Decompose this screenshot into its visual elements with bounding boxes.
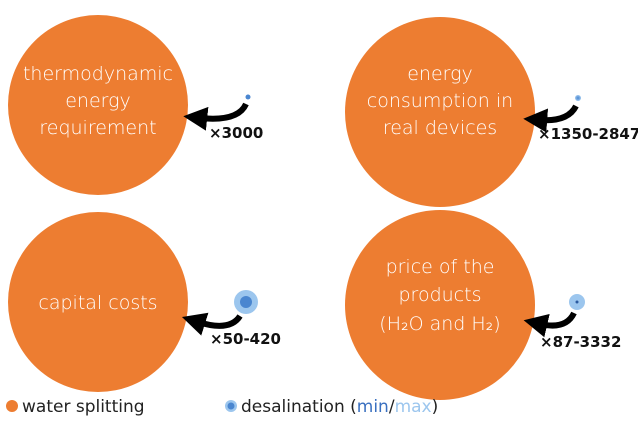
ratio: ×3000: [209, 124, 263, 142]
water-circle: [345, 210, 535, 400]
desal-circle-min: [575, 300, 579, 304]
legend-label: water splitting: [22, 397, 145, 417]
legend-text: desalination (: [241, 397, 357, 417]
water-circle: [8, 15, 188, 195]
arrow: [523, 104, 579, 133]
label: consumption in: [367, 90, 513, 112]
legend-swatch: [227, 402, 235, 410]
label: requirement: [39, 117, 156, 139]
water-circle: [8, 212, 188, 392]
label: products: [399, 284, 482, 306]
label: energy: [65, 90, 131, 112]
legend-label: desalination (min/max): [241, 397, 438, 417]
desal-circle: [245, 94, 251, 100]
water-circle: [345, 17, 535, 207]
legend-swatch: [6, 400, 18, 412]
label: (H₂O and H₂): [379, 313, 500, 335]
ratio: ×87-3332: [540, 333, 621, 351]
desal-circle-min: [240, 296, 252, 308]
legend-sep: /: [389, 397, 395, 417]
arrow: [181, 312, 243, 336]
label: thermodynamic: [23, 63, 173, 85]
legend-close: ): [432, 397, 439, 417]
ratio: ×50-420: [210, 330, 281, 348]
desal-circle: [575, 95, 581, 101]
label: real devices: [383, 117, 497, 139]
arrow: [183, 102, 249, 131]
label: price of the: [386, 256, 495, 278]
label: energy: [407, 63, 473, 85]
legend-max: max: [395, 397, 432, 417]
legend-min: min: [357, 397, 389, 417]
arrow: [523, 311, 577, 338]
ratio: ×1350-2847: [538, 125, 638, 143]
label: capital costs: [38, 292, 157, 314]
